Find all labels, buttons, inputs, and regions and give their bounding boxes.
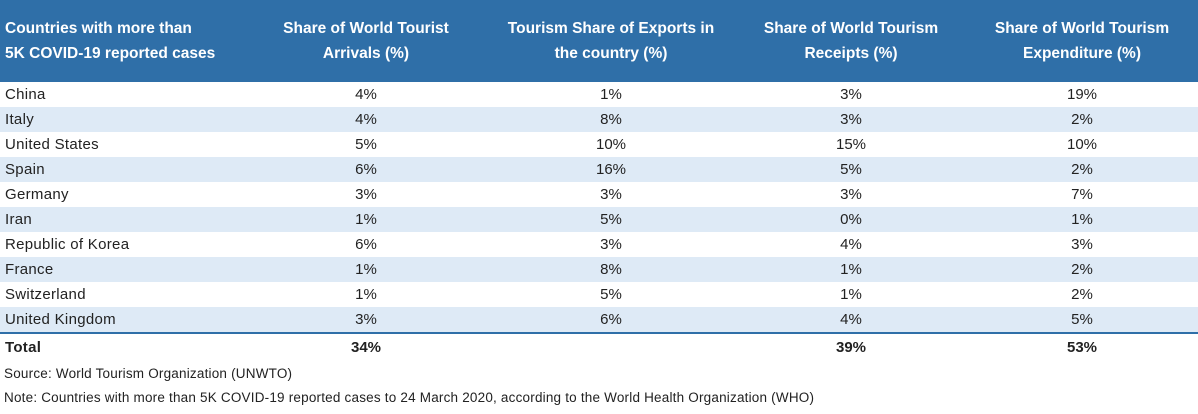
total-arrivals: 34% [246,332,486,360]
header-line: Tourism Share of Exports in [507,20,715,37]
total-receipts: 39% [736,332,966,360]
arrivals-cell: 3% [355,186,377,203]
expenditure-cell: 5% [966,307,1198,333]
header-line: Share of World Tourist [283,20,449,37]
receipts-cell: 0% [736,207,966,232]
total-row: Total 34% 39% 53% [0,332,1198,360]
country-name: Switzerland [5,286,86,303]
expenditure-cell: 2% [966,157,1198,182]
total-exports [486,332,736,360]
table-row: Germany 3% 3% 3% 7% [0,182,1198,207]
footnotes: Source: World Tourism Organization (UNWT… [0,362,1198,410]
country-name: China [5,86,46,103]
exports-cell: 5% [486,207,736,232]
total-label: Total [0,332,246,360]
header-line: Share of World Tourism [763,20,939,37]
table-body: China 4% 1% 3% 19% Italy 4% 8% 3% 2% Uni… [0,82,1198,360]
country-name: Germany [5,186,69,203]
receipts-cell: 3% [840,86,862,103]
total-expenditure: 53% [966,332,1198,360]
arrivals-cell: 6% [246,157,486,182]
exports-cell: 3% [600,236,622,253]
country-name: United States [5,136,99,153]
header-line: the country (%) [554,45,668,62]
source-note: Source: World Tourism Organization (UNWT… [4,366,293,381]
header-receipts: Share of World Tourism Receipts (%) [736,0,966,82]
arrivals-cell: 1% [246,207,486,232]
exports-cell: 6% [486,307,736,333]
country-name: France [0,257,246,282]
receipts-cell: 1% [736,257,966,282]
arrivals-cell: 4% [355,86,377,103]
header-line: Arrivals (%) [322,45,410,62]
expenditure-cell: 1% [966,207,1198,232]
table-row: China 4% 1% 3% 19% [0,82,1198,107]
arrivals-cell: 1% [355,286,377,303]
receipts-cell: 1% [840,286,862,303]
exports-cell: 3% [600,186,622,203]
arrivals-cell: 6% [355,236,377,253]
country-name: Republic of Korea [5,236,130,253]
country-name: Iran [0,207,246,232]
footnote: Note: Countries with more than 5K COVID-… [4,390,815,405]
exports-cell: 8% [486,107,736,132]
receipts-cell: 4% [736,307,966,333]
expenditure-cell: 2% [1071,286,1093,303]
arrivals-cell: 3% [246,307,486,333]
exports-cell: 10% [595,136,627,153]
table-row: United Kingdom 3% 6% 4% 5% [0,307,1198,333]
receipts-cell: 5% [736,157,966,182]
country-name: Spain [0,157,246,182]
receipts-cell: 4% [840,236,862,253]
country-name: United Kingdom [0,307,246,333]
tourism-covid-table: Countries with more than 5K COVID-19 repo… [0,0,1198,360]
arrivals-cell: 4% [246,107,486,132]
header-row: Countries with more than 5K COVID-19 repo… [0,0,1198,82]
exports-cell: 1% [600,86,622,103]
header-line: 5K COVID-19 reported cases [5,45,216,62]
expenditure-cell: 2% [966,107,1198,132]
receipts-cell: 3% [736,107,966,132]
table-row: United States 5% 10% 15% 10% [0,132,1198,157]
expenditure-cell: 3% [1071,236,1093,253]
exports-cell: 16% [486,157,736,182]
table-row: Spain 6% 16% 5% 2% [0,157,1198,182]
exports-cell: 8% [486,257,736,282]
table-row: Italy 4% 8% 3% 2% [0,107,1198,132]
header-line: Share of World Tourism [994,20,1170,37]
table-row: France 1% 8% 1% 2% [0,257,1198,282]
header-line: Receipts (%) [804,45,898,62]
arrivals-cell: 5% [355,136,377,153]
header-exports: Tourism Share of Exports in the country (… [486,0,736,82]
receipts-cell: 3% [840,186,862,203]
header-expenditure: Share of World Tourism Expenditure (%) [966,0,1198,82]
header-countries: Countries with more than 5K COVID-19 repo… [0,0,246,82]
arrivals-cell: 1% [246,257,486,282]
expenditure-cell: 19% [1066,86,1098,103]
table-row: Switzerland 1% 5% 1% 2% [0,282,1198,307]
expenditure-cell: 2% [966,257,1198,282]
table-row: Iran 1% 5% 0% 1% [0,207,1198,232]
table-header: Countries with more than 5K COVID-19 repo… [0,0,1198,82]
exports-cell: 5% [600,286,622,303]
country-name: Italy [0,107,246,132]
expenditure-cell: 10% [1066,136,1098,153]
expenditure-cell: 7% [1071,186,1093,203]
table-row: Republic of Korea 6% 3% 4% 3% [0,232,1198,257]
header-arrivals: Share of World Tourist Arrivals (%) [246,0,486,82]
receipts-cell: 15% [835,136,867,153]
header-line: Expenditure (%) [1023,45,1141,62]
header-line: Countries with more than [5,20,192,37]
